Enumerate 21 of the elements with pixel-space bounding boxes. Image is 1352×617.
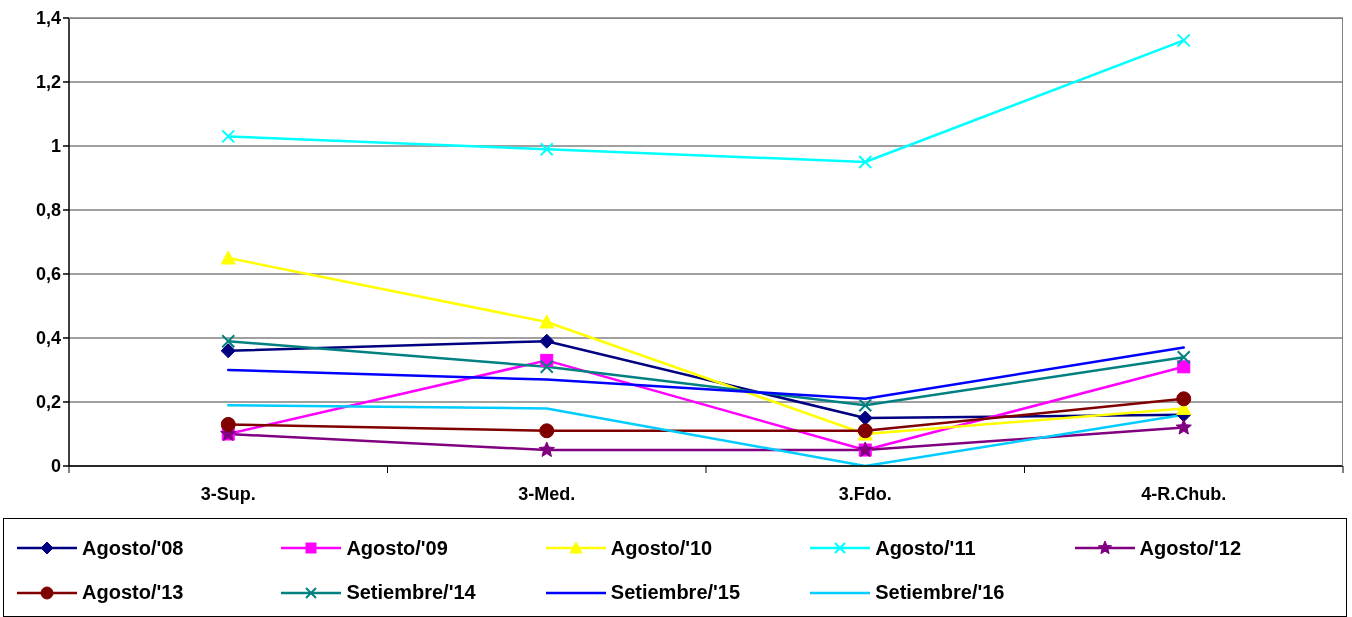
- legend-label: Setiembre/'16: [875, 581, 1005, 605]
- legend-label: Agosto/'10: [610, 536, 713, 560]
- y-tick-label: 0: [50, 456, 61, 477]
- x-tick-label: 3-Med.: [518, 484, 576, 504]
- y-tick-label: 0,4: [35, 328, 61, 349]
- legend-label: Agosto/'09: [346, 536, 448, 560]
- legend-label: Setiembre/'15: [610, 581, 741, 605]
- x-tick-label: 3.Fdo.: [838, 484, 892, 504]
- y-tick-label: 1,4: [35, 8, 61, 29]
- y-tick-label: 0,8: [35, 200, 61, 221]
- y-tick-label: 1,2: [35, 72, 61, 93]
- x-tick-label: 3-Sup.: [200, 484, 256, 504]
- legend-label: Agosto/'12: [1139, 536, 1242, 560]
- legend-label: Setiembre/'14: [346, 581, 476, 605]
- legend-label: Agosto/'11: [875, 536, 976, 560]
- y-tick-label: 0,6: [35, 264, 61, 285]
- legend-label: Agosto/'08: [82, 536, 184, 560]
- y-tick-label: 0,2: [35, 392, 61, 413]
- y-tick-label: 1: [50, 136, 61, 157]
- legend-label: Agosto/'13: [82, 581, 184, 605]
- x-tick-label: 4-R.Chub.: [1141, 484, 1227, 504]
